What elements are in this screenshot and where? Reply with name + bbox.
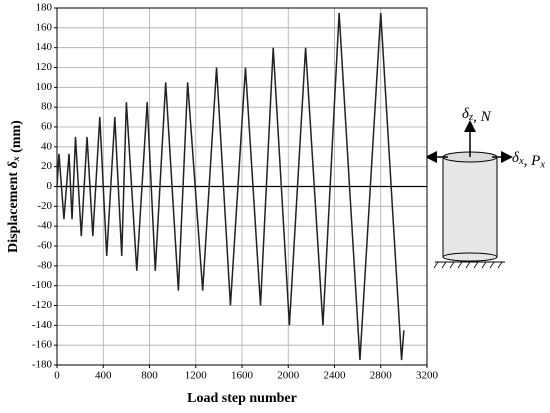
y-tick-label: 80 bbox=[41, 101, 53, 113]
y-tick-label: 0 bbox=[47, 180, 53, 192]
y-tick-label: -100 bbox=[32, 279, 53, 291]
label-part: δ bbox=[462, 106, 470, 122]
label-part: P bbox=[530, 154, 540, 170]
x-tick-label: 3200 bbox=[416, 370, 439, 382]
x-tick-label: 0 bbox=[54, 370, 60, 382]
column-diagram bbox=[425, 120, 513, 269]
x-axis-label: Load step number bbox=[187, 391, 297, 406]
x-tick-label: 2800 bbox=[370, 370, 393, 382]
y-tick-label: 180 bbox=[36, 2, 53, 14]
y-tick-label: 140 bbox=[36, 41, 53, 53]
annotation: δz, N bbox=[462, 106, 492, 125]
x-tick-label: 800 bbox=[141, 370, 158, 382]
y-tick-label: 60 bbox=[41, 121, 53, 133]
y-tick-label: -120 bbox=[32, 299, 53, 311]
label-sub: x bbox=[11, 156, 22, 162]
annotation: δx, Px bbox=[512, 150, 545, 170]
label-part: δ bbox=[512, 150, 520, 166]
label-part: (mm) bbox=[9, 120, 24, 156]
label-sub: z bbox=[468, 113, 473, 124]
y-tick-label: -140 bbox=[32, 319, 53, 331]
y-tick-label: -60 bbox=[37, 240, 52, 252]
y-tick-label: 20 bbox=[41, 160, 53, 172]
y-tick-label: 120 bbox=[36, 61, 53, 73]
y-axis-label: Displacement δx (mm) bbox=[6, 120, 24, 253]
x-tick-label: 1600 bbox=[231, 370, 254, 382]
label-part: N bbox=[480, 110, 492, 126]
y-tick-label: 40 bbox=[41, 140, 53, 152]
data-line bbox=[56, 12, 405, 361]
label-part: , bbox=[524, 154, 532, 170]
x-tick-label: 2000 bbox=[277, 370, 300, 382]
label-sub: x bbox=[518, 157, 524, 168]
y-tick-label: -20 bbox=[37, 200, 52, 212]
label-part: Displacement bbox=[6, 168, 21, 252]
label-part: , bbox=[473, 110, 481, 126]
y-tick-label: -180 bbox=[32, 359, 53, 371]
y-tick-label: 160 bbox=[36, 21, 53, 33]
x-tick-label: 2400 bbox=[324, 370, 347, 382]
x-tick-label: 400 bbox=[95, 370, 112, 382]
label-part: δ bbox=[6, 161, 21, 168]
y-tick-label: -80 bbox=[37, 259, 52, 271]
x-tick-label: 1200 bbox=[185, 370, 208, 382]
y-tick-label: -160 bbox=[32, 339, 53, 351]
y-tick-label: -40 bbox=[37, 220, 52, 232]
label-sub: x bbox=[539, 160, 545, 171]
y-tick-label: 100 bbox=[36, 81, 53, 93]
